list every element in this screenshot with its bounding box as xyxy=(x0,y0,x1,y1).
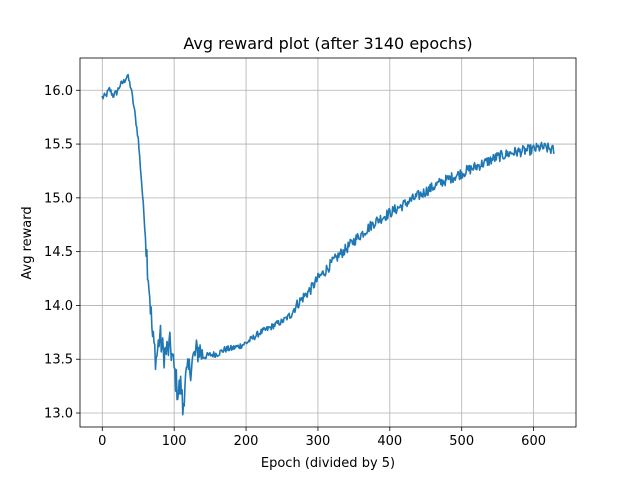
y-axis-label: Avg reward xyxy=(20,206,35,279)
y-tick-label: 13.5 xyxy=(44,353,73,368)
plot-background xyxy=(80,58,576,427)
x-tick-label: 300 xyxy=(306,434,331,449)
x-tick-label: 600 xyxy=(521,434,546,449)
series-layer xyxy=(101,73,555,416)
y-tick-label: 16.0 xyxy=(44,84,73,99)
x-axis-label: Epoch (divided by 5) xyxy=(261,456,395,471)
chart-title: Avg reward plot (after 3140 epochs) xyxy=(183,34,472,53)
x-tick-label: 100 xyxy=(162,434,187,449)
y-axis-ticks: 13.0 13.5 14.0 14.5 15.0 15.5 16.0 xyxy=(44,84,80,422)
reward-series-line xyxy=(101,73,555,416)
x-tick-label: 400 xyxy=(377,434,402,449)
grid-layer xyxy=(80,58,576,427)
y-tick-label: 15.5 xyxy=(44,138,73,153)
plot-frame xyxy=(79,57,577,428)
y-tick-label: 15.0 xyxy=(44,191,73,206)
y-tick-label: 13.0 xyxy=(44,407,73,422)
y-tick-label: 14.0 xyxy=(44,299,73,314)
x-tick-label: 500 xyxy=(449,434,474,449)
x-tick-label: 200 xyxy=(234,434,259,449)
x-tick-label: 0 xyxy=(98,434,106,449)
x-axis-ticks: 0 100 200 300 400 500 600 xyxy=(98,427,546,449)
y-tick-label: 14.5 xyxy=(44,245,73,260)
